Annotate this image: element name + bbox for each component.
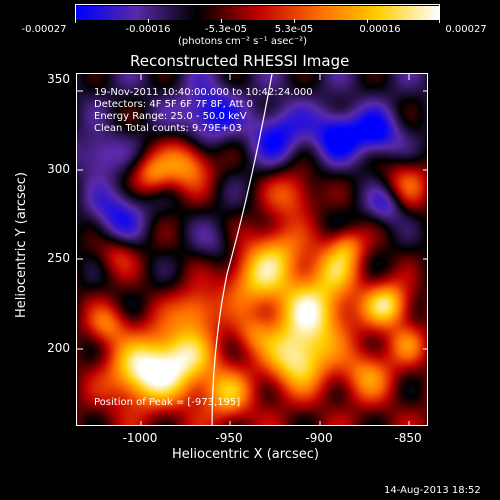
colorbar-label: 0.00027 (445, 24, 487, 35)
colorbar-tick (75, 19, 76, 23)
y-tick-label: 200 (47, 341, 70, 355)
annotation-energy: Energy Range: 25.0 - 50.0 keV (94, 111, 247, 122)
rhessi-image (77, 74, 427, 425)
y-tick-label: 250 (47, 251, 70, 265)
solar-limb-curve (211, 74, 273, 425)
colorbar-label: -0.00016 (125, 24, 171, 35)
colorbar-label: 5.3e-05 (274, 24, 314, 35)
y-tick-label: 300 (47, 162, 70, 176)
annotation-clean: Clean Total counts: 9.79E+03 (94, 123, 242, 134)
generated-date: 14-Aug-2013 18:52 (384, 485, 481, 496)
plot-area: 19-Nov-2011 10:40:00.000 to 10:42:24.000… (76, 73, 428, 426)
x-axis-label: Heliocentric X (arcsec) (172, 447, 319, 462)
colorbar-tick (148, 19, 149, 23)
colorbar-label: -0.00027 (21, 24, 67, 35)
colorbar-units: (photons cm⁻² s⁻¹ asec⁻²) (178, 36, 308, 47)
colorbar-tick (294, 19, 295, 23)
colorbar-label: -5.3e-05 (205, 24, 247, 35)
colorbar-tick (367, 19, 368, 23)
annotation-detectors: Detectors: 4F 5F 6F 7F 8F, Att 0 (94, 99, 254, 110)
x-tick-label: -1000 (122, 431, 158, 445)
plot-ticks (77, 74, 427, 425)
colorbar-gradient (76, 6, 439, 20)
colorbar-tick (439, 19, 440, 23)
x-tick-label: -900 (305, 431, 333, 445)
colorbar-tick (221, 19, 222, 23)
image-title: Reconstructed RHESSI Image (130, 52, 350, 70)
x-tick-label: -950 (215, 431, 243, 445)
y-axis-label: Heliocentric Y (arcsec) (14, 172, 29, 318)
colorbar-label: 0.00016 (359, 24, 401, 35)
limb-overlay (77, 74, 427, 425)
annotation-time: 19-Nov-2011 10:40:00.000 to 10:42:24.000 (94, 87, 313, 98)
colorbar (75, 4, 440, 20)
x-tick-label: -850 (394, 431, 422, 445)
annotation-peak: Position of Peak = [-973,195] (94, 397, 241, 408)
y-tick-label: 350 (47, 72, 70, 86)
